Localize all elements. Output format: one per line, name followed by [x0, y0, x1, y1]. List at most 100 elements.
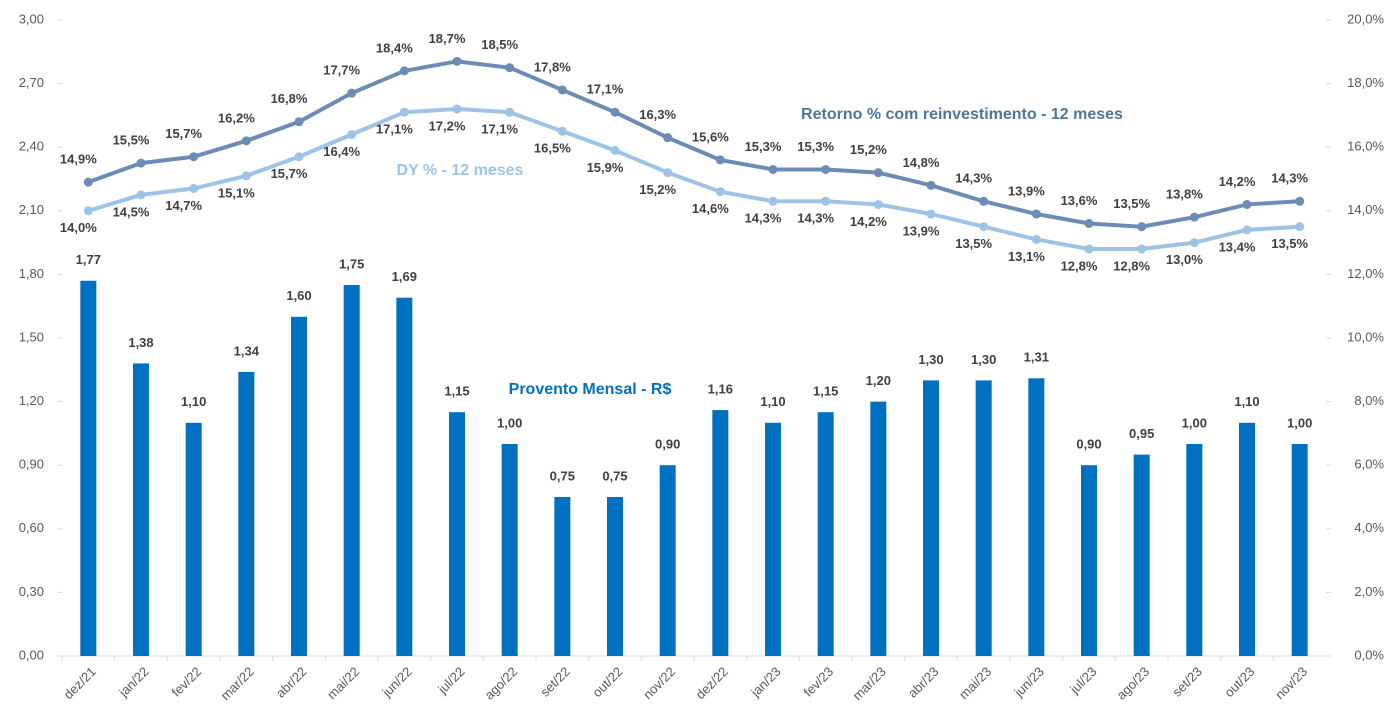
line-point	[663, 133, 673, 143]
x-tick-label: ago/22	[481, 664, 520, 703]
bar	[1239, 422, 1255, 656]
y-tick-label: 3,00	[19, 11, 44, 26]
line-value-label: 12,8%	[1113, 258, 1150, 273]
line-value-label: 17,1%	[481, 122, 518, 137]
y-tick-label: 2,70	[19, 75, 44, 90]
bar-value-label: 1,20	[866, 373, 891, 388]
x-tick-label: fev/23	[801, 664, 837, 700]
line-point	[1084, 219, 1094, 229]
line-point	[821, 164, 831, 174]
line-value-label: 14,2%	[850, 214, 887, 229]
line-value-label: 14,8%	[903, 155, 940, 170]
line-value-label: 17,7%	[323, 63, 360, 78]
line-value-label: 15,7%	[165, 126, 202, 141]
line-value-label: 15,2%	[850, 142, 887, 157]
line-value-label: 14,7%	[165, 198, 202, 213]
line-point	[557, 85, 567, 95]
line-point	[505, 63, 515, 73]
x-tick-label: jan/22	[115, 664, 151, 700]
bar-value-label: 1,10	[760, 394, 785, 409]
bar-value-label: 1,31	[1024, 350, 1049, 365]
line-value-label: 14,5%	[113, 204, 150, 219]
y2-tick-label: 16,0%	[1347, 139, 1384, 154]
bar-value-label: 0,75	[602, 468, 627, 483]
line	[87, 59, 1300, 229]
line-value-label: 13,6%	[1061, 193, 1098, 208]
y2-tick-label: 6,0%	[1354, 457, 1384, 472]
bar-value-label: 1,34	[234, 343, 260, 358]
bar-value-label: 1,30	[971, 352, 996, 367]
line-value-label: 12,8%	[1061, 258, 1098, 273]
line-value-label: 14,0%	[60, 220, 97, 235]
line-point	[83, 177, 93, 187]
line-point	[1031, 209, 1041, 219]
bar	[712, 410, 729, 656]
bar	[607, 497, 623, 656]
line-point	[241, 171, 251, 181]
line-point	[715, 187, 725, 197]
line-value-label: 13,5%	[1113, 196, 1150, 211]
line-value-label: 14,3%	[1271, 171, 1308, 186]
bar	[817, 412, 834, 656]
bar-value-label: 1,75	[339, 256, 364, 271]
x-tick-label: jul/22	[434, 664, 467, 697]
line-point	[505, 107, 515, 117]
bar-value-label: 0,90	[655, 437, 680, 452]
line-point	[821, 196, 831, 206]
bar	[659, 465, 676, 656]
bar-value-label: 1,10	[1234, 394, 1259, 409]
line-point	[873, 168, 883, 178]
series-label: Retorno % com reinvestimento - 12 meses	[801, 106, 1123, 123]
bar	[870, 401, 887, 656]
x-tick-label: set/23	[1169, 664, 1205, 700]
line-value-label: 15,1%	[218, 185, 255, 200]
bar-value-label: 1,00	[497, 415, 522, 430]
line-value-label: 16,2%	[218, 110, 255, 125]
line-value-label: 17,1%	[587, 82, 624, 97]
line-value-label: 13,9%	[903, 223, 940, 238]
bar-value-label: 1,15	[444, 384, 469, 399]
line-value-label: 14,3%	[797, 211, 834, 226]
bar	[1028, 378, 1045, 656]
line-point	[663, 168, 673, 178]
line-point	[136, 190, 146, 200]
line-point	[610, 145, 620, 155]
bar	[1291, 444, 1308, 656]
x-tick-label: mar/23	[850, 664, 889, 703]
line-point	[1242, 225, 1252, 235]
line-point	[1189, 212, 1199, 222]
series-label: DY % - 12 meses	[397, 162, 524, 179]
line-point	[83, 206, 93, 216]
line-point	[1084, 244, 1094, 254]
line-value-label: 15,6%	[692, 129, 729, 144]
line-point	[610, 107, 620, 117]
y-tick-label: 0,00	[19, 647, 44, 662]
line-value-label: 14,3%	[745, 211, 782, 226]
bar-value-label: 1,00	[1287, 415, 1312, 430]
y2-tick-label: 20,0%	[1347, 11, 1384, 26]
line-point	[1189, 238, 1199, 248]
line-value-label: 14,9%	[60, 152, 97, 167]
y-tick-label: 1,20	[19, 393, 44, 408]
line-value-label: 15,2%	[639, 182, 676, 197]
y2-tick-label: 14,0%	[1347, 202, 1384, 217]
line-point	[347, 129, 357, 139]
line-value-label: 18,4%	[376, 40, 413, 55]
bar	[396, 297, 413, 656]
line-value-label: 15,7%	[271, 166, 308, 181]
line-value-label: 14,2%	[1219, 174, 1256, 189]
line-point	[294, 117, 304, 127]
bar	[449, 412, 465, 656]
x-tick-label: jun/22	[379, 664, 415, 700]
x-tick-label: nov/23	[1272, 664, 1310, 702]
bar	[554, 497, 571, 656]
line-point	[1295, 222, 1305, 232]
x-tick-label: abr/23	[905, 664, 942, 701]
bar-value-label: 1,38	[128, 335, 153, 350]
x-tick-label: nov/22	[640, 664, 678, 702]
line-point	[979, 196, 989, 206]
x-tick-label: mai/23	[956, 664, 994, 702]
line-point	[189, 152, 199, 162]
bar-value-label: 0,95	[1129, 426, 1154, 441]
x-tick-label: mar/22	[218, 664, 257, 703]
